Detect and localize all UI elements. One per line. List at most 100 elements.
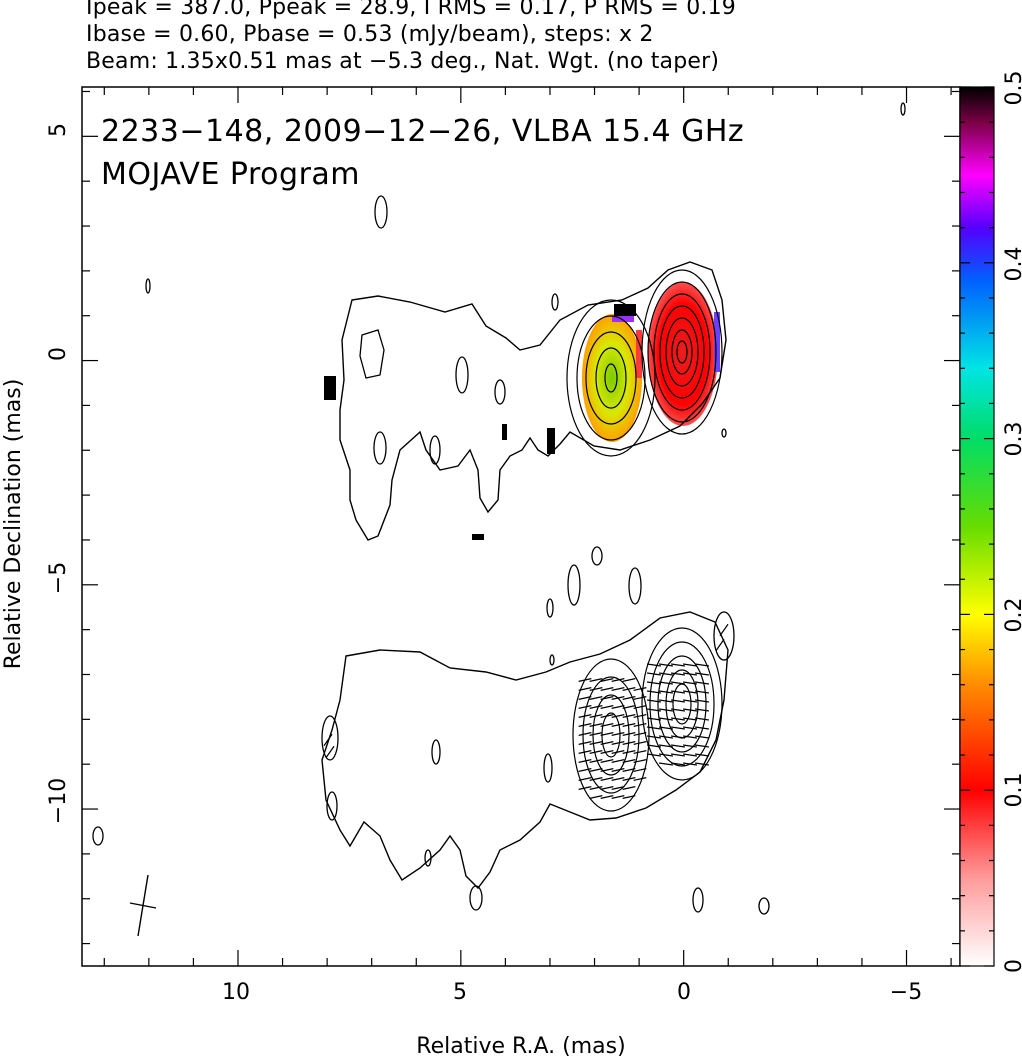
- polarization-vector: [611, 678, 625, 682]
- contour-blob: [359, 329, 385, 379]
- polarization-vector: [670, 762, 686, 766]
- polarization-vector: [589, 750, 603, 754]
- polarization-vector: [694, 717, 710, 721]
- polarization-vector: [589, 795, 603, 799]
- polarization-vector: [694, 690, 710, 694]
- lower-vector-map: [92, 611, 770, 915]
- polarization-vector: [600, 750, 614, 754]
- polarization-vector: [694, 663, 710, 667]
- polarization-vector: [694, 744, 710, 748]
- polarization-vector: [646, 690, 662, 694]
- polarization-vector: [622, 705, 636, 709]
- polarization-vector: [670, 663, 686, 667]
- pol-edge-block: [636, 330, 642, 378]
- polarization-vector: [670, 708, 686, 712]
- colorbar-tick-label: 0.2: [1002, 598, 1022, 633]
- polarization-vector: [600, 705, 614, 709]
- polarization-vector: [682, 708, 698, 712]
- header-line-2: Ibase = 0.60, Pbase = 0.53 (mJy/beam), s…: [86, 22, 654, 47]
- polarization-vector: [578, 741, 592, 745]
- polarization-vector: [589, 687, 603, 691]
- header-line-1: Ipeak = 387.0, Ppeak = 28.9, I RMS = 0.1…: [86, 0, 736, 20]
- polarization-vector: [600, 786, 614, 790]
- polarization-vector: [622, 768, 636, 772]
- polarization-vector: [611, 750, 625, 754]
- polarization-vector: [633, 732, 647, 736]
- core-polarization-fill: [648, 282, 718, 426]
- polarization-vector: [611, 687, 625, 691]
- polarization-vector: [611, 732, 625, 736]
- polarization-vector: [578, 687, 592, 691]
- polarization-vector: [694, 708, 710, 712]
- polarization-vector: [633, 750, 647, 754]
- polarization-vector: [658, 681, 674, 685]
- polarization-vector: [670, 699, 686, 703]
- polarization-vector: [589, 705, 603, 709]
- polarization-vector: [600, 678, 614, 682]
- polarization-vector: [633, 741, 647, 745]
- x-axis-title: Relative R.A. (mas): [416, 1034, 625, 1059]
- polarization-vector: [646, 699, 662, 703]
- polarization-vector: [578, 678, 592, 682]
- polarization-vector: [578, 786, 592, 790]
- polarization-vectors: [323, 623, 729, 799]
- beam-minor-axis: [129, 902, 157, 909]
- polarization-vector: [658, 690, 674, 694]
- polarization-vector: [682, 699, 698, 703]
- polarization-vector: [633, 723, 647, 727]
- polarization-vector: [600, 777, 614, 781]
- polarization-vector: [715, 638, 725, 652]
- colorbar-tick-label: 0.5: [1002, 71, 1022, 106]
- polarization-vector: [325, 745, 335, 759]
- polarization-vector: [670, 753, 686, 757]
- polarization-vector: [578, 714, 592, 718]
- colorbar: [959, 86, 995, 967]
- polarization-vector: [611, 705, 625, 709]
- polarization-vector: [646, 663, 662, 667]
- plot-frame: [81, 86, 961, 967]
- polarization-vector: [670, 690, 686, 694]
- polarization-vector: [658, 762, 674, 766]
- contour-blob: [429, 435, 441, 465]
- polarization-vector: [611, 759, 625, 763]
- polarization-vector: [694, 699, 710, 703]
- contour-envelope: [321, 611, 729, 890]
- polarization-vector: [589, 741, 603, 745]
- y-axis-title: Relative Declination (mas): [1, 379, 26, 670]
- pol-edge-block: [502, 424, 507, 440]
- polarization-vector: [600, 696, 614, 700]
- pol-edge-block: [614, 304, 636, 316]
- isolated-contours: [92, 611, 770, 915]
- polarization-vector: [622, 759, 636, 763]
- x-tick-label: 5: [453, 980, 467, 1005]
- polarization-vector: [611, 741, 625, 745]
- polarization-vector: [600, 723, 614, 727]
- polarization-vector: [658, 672, 674, 676]
- polarization-vector: [682, 717, 698, 721]
- polarization-vector: [633, 768, 647, 772]
- y-tick-label: −5: [46, 562, 71, 594]
- polarization-vector: [633, 777, 647, 781]
- polarization-vector: [622, 750, 636, 754]
- plot-title: 2233−148, 2009−12−26, VLBA 15.4 GHz: [101, 114, 744, 149]
- polarization-vector: [646, 681, 662, 685]
- polarization-vector: [633, 759, 647, 763]
- polarization-vector: [646, 744, 662, 748]
- polarization-vector: [646, 708, 662, 712]
- polarization-vector: [622, 723, 636, 727]
- polarization-vector: [622, 741, 636, 745]
- core-contours: [641, 269, 723, 435]
- polarization-vector: [611, 795, 625, 799]
- polarization-vector: [682, 744, 698, 748]
- colorbar-tick-label: 0.3: [1002, 422, 1022, 457]
- polarization-vector: [694, 672, 710, 676]
- polarization-vector: [600, 732, 614, 736]
- polarization-vector: [578, 768, 592, 772]
- polarization-vector: [646, 735, 662, 739]
- polarization-vector: [578, 732, 592, 736]
- polarization-vector: [589, 723, 603, 727]
- polarization-vector: [658, 753, 674, 757]
- polarization-vector: [323, 733, 333, 747]
- polarization-vector: [670, 726, 686, 730]
